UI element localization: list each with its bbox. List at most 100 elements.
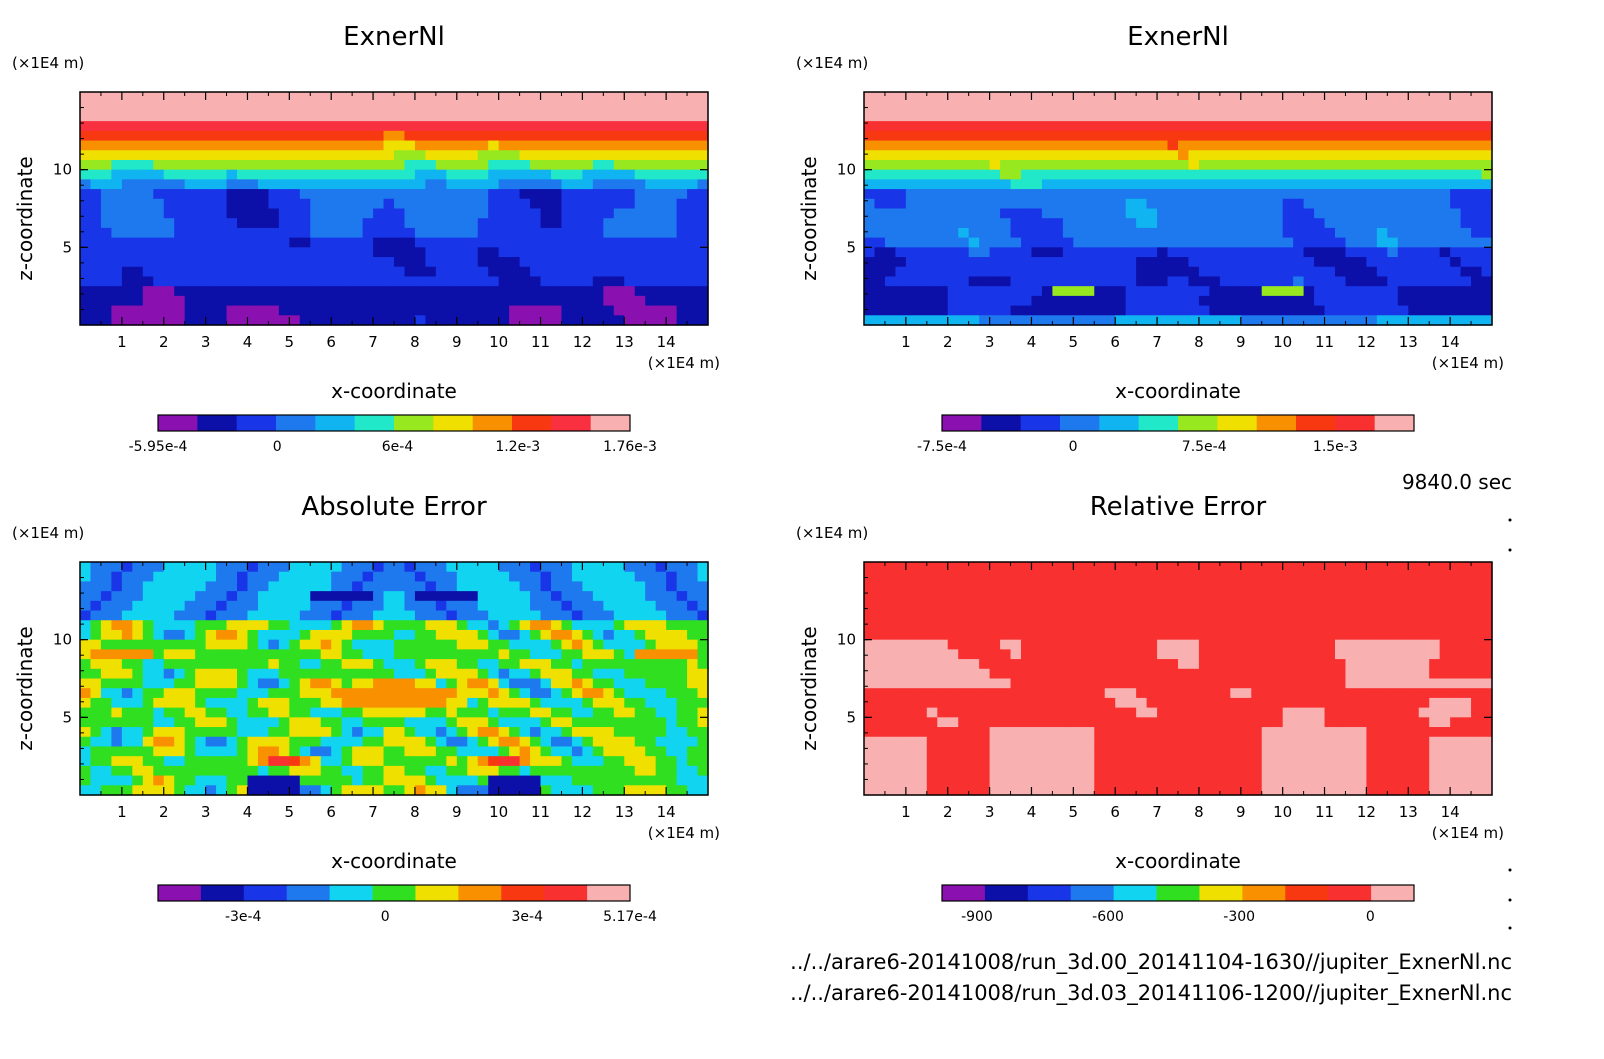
contour-cell (1188, 306, 1199, 316)
contour-cell (1063, 247, 1074, 257)
contour-cell (467, 659, 478, 669)
contour-cell (677, 92, 688, 102)
contour-cell (404, 121, 415, 131)
contour-cell (1283, 591, 1294, 601)
contour-cell (1084, 111, 1095, 121)
contour-cell (1314, 131, 1325, 141)
contour-cell (258, 306, 269, 316)
contour-cell (488, 257, 499, 267)
contour-cell (206, 601, 217, 611)
contour-cell (227, 121, 238, 131)
contour-cell (1241, 247, 1252, 257)
contour-cell (1105, 111, 1116, 121)
contour-cell (561, 785, 572, 795)
contour-cell (132, 257, 143, 267)
contour-cell (237, 708, 248, 718)
contour-cell (1136, 111, 1147, 121)
contour-cell (551, 199, 562, 209)
contour-cell (384, 141, 395, 151)
contour-cell (499, 131, 510, 141)
contour-cell (394, 247, 405, 257)
contour-cell (101, 189, 112, 199)
contour-cell (499, 756, 510, 766)
contour-cell (916, 238, 927, 248)
contour-cell (582, 640, 593, 650)
contour-cell (1482, 257, 1493, 267)
contour-cell (698, 727, 709, 737)
contour-cell (530, 776, 541, 786)
contour-cell (1209, 170, 1220, 180)
contour-cell (927, 296, 938, 306)
contour-cell (415, 267, 426, 277)
contour-cell (227, 620, 238, 630)
contour-cell (1209, 276, 1220, 286)
contour-cell (1251, 581, 1262, 591)
contour-cell (206, 572, 217, 582)
contour-cell (614, 776, 625, 786)
contour-cell (645, 562, 656, 572)
contour-cell (1178, 562, 1189, 572)
contour-cell (990, 306, 1001, 316)
contour-cell (394, 199, 405, 209)
contour-cell (478, 562, 489, 572)
contour-cell (593, 218, 604, 228)
contour-cell (143, 727, 154, 737)
contour-cell (561, 737, 572, 747)
contour-cell (1011, 601, 1022, 611)
colorbar-tick-label: 0 (381, 909, 390, 925)
contour-cell (227, 141, 238, 151)
contour-cell (1387, 315, 1398, 325)
contour-cell (279, 611, 290, 621)
contour-cell (404, 611, 415, 621)
contour-cell (520, 286, 531, 296)
contour-cell (342, 102, 353, 112)
contour-cell (1126, 572, 1137, 582)
contour-cell (1115, 121, 1126, 131)
contour-cell (1241, 102, 1252, 112)
contour-cell (1408, 160, 1419, 170)
contour-cell (425, 92, 436, 102)
contour-cell (874, 276, 885, 286)
contour-cell (948, 160, 959, 170)
contour-cell (404, 679, 415, 689)
contour-cell (541, 640, 552, 650)
contour-cell (1440, 218, 1451, 228)
contour-cell (1293, 247, 1304, 257)
contour-cell (425, 131, 436, 141)
contour-cell (101, 679, 112, 689)
contour-cell (206, 179, 217, 189)
contour-cell (1011, 141, 1022, 151)
contour-cell (666, 179, 677, 189)
contour-cell (1262, 562, 1273, 572)
contour-cell (969, 199, 980, 209)
contour-cell (614, 640, 625, 650)
contour-cell (101, 102, 112, 112)
contour-cell (551, 679, 562, 689)
contour-cell (1419, 131, 1430, 141)
contour-cell (488, 640, 499, 650)
contour-cell (394, 218, 405, 228)
contour-cell (603, 160, 614, 170)
contour-cell (656, 189, 667, 199)
x-tick-label: 11 (531, 333, 550, 351)
contour-cell (446, 659, 457, 669)
colorbar-swatch (244, 885, 287, 901)
contour-cell (593, 150, 604, 160)
contour-cell (195, 591, 206, 601)
contour-cell (446, 189, 457, 199)
contour-cell (530, 640, 541, 650)
contour-cell (185, 688, 196, 698)
contour-cell (457, 746, 468, 756)
x-tick-label: 1 (117, 333, 127, 351)
contour-cell (969, 562, 980, 572)
contour-cell (300, 92, 311, 102)
contour-cell (1325, 591, 1336, 601)
contour-cell (446, 306, 457, 316)
contour-cell (582, 708, 593, 718)
contour-cell (541, 688, 552, 698)
contour-cell (1366, 257, 1377, 267)
contour-cell (216, 92, 227, 102)
contour-cell (1230, 92, 1241, 102)
contour-cell (415, 659, 426, 669)
contour-cell (1251, 141, 1262, 151)
